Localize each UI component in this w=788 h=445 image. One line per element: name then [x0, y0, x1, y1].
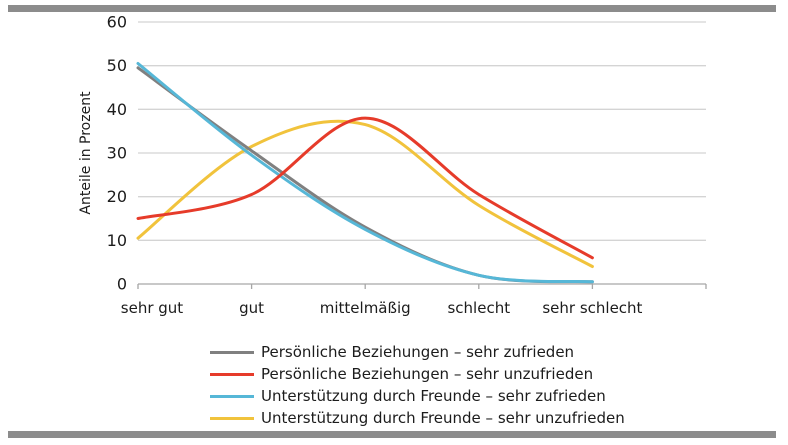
legend-line-swatch	[210, 372, 254, 376]
y-tick-label: 10	[107, 231, 127, 250]
y-tick-label: 0	[117, 275, 127, 294]
gridlines	[138, 21, 706, 241]
y-axis-title: Anteile in Prozent	[78, 91, 94, 215]
legend-label: Unterstützung durch Freunde – sehr unzuf…	[261, 409, 625, 427]
legend-line-swatch	[210, 350, 254, 354]
legend-item: Unterstützung durch Freunde – sehr unzuf…	[210, 407, 625, 429]
legend: Persönliche Beziehungen – sehr zufrieden…	[210, 341, 625, 429]
axes	[137, 283, 707, 289]
series-line-1	[136, 116, 594, 260]
series-line-3	[136, 119, 594, 268]
data-series	[136, 61, 594, 284]
legend-line-swatch	[210, 394, 254, 398]
y-tick-label: 60	[107, 13, 127, 32]
legend-item: Persönliche Beziehungen – sehr unzufried…	[210, 363, 625, 385]
x-category-label: sehr schlecht	[542, 299, 642, 317]
series-line-2	[136, 61, 594, 284]
y-tick-label: 50	[107, 56, 127, 75]
x-category-label: schlecht	[447, 299, 510, 317]
legend-line-swatch	[210, 416, 254, 420]
y-tick-label: 20	[107, 187, 127, 206]
y-tick-label: 30	[107, 144, 127, 163]
legend-label: Persönliche Beziehungen – sehr unzufried…	[261, 365, 594, 383]
axis-labels: 0 10 20 30 40 50 60 sehr gut gut mittelmäßig schle…	[107, 13, 643, 318]
y-tick-label: 40	[107, 100, 127, 119]
legend-item: Persönliche Beziehungen – sehr zufrieden	[210, 341, 625, 363]
x-category-label: mittelmäßig	[320, 299, 411, 317]
legend-label: Unterstützung durch Freunde – sehr zufri…	[261, 387, 606, 405]
legend-item: Unterstützung durch Freunde – sehr zufri…	[210, 385, 625, 407]
top-frame-bar	[8, 5, 776, 12]
legend-label: Persönliche Beziehungen – sehr zufrieden	[261, 343, 575, 361]
bottom-frame-bar	[8, 431, 776, 438]
x-category-label: gut	[239, 299, 264, 317]
series-line-0	[136, 66, 594, 284]
x-category-label: sehr gut	[121, 299, 184, 317]
